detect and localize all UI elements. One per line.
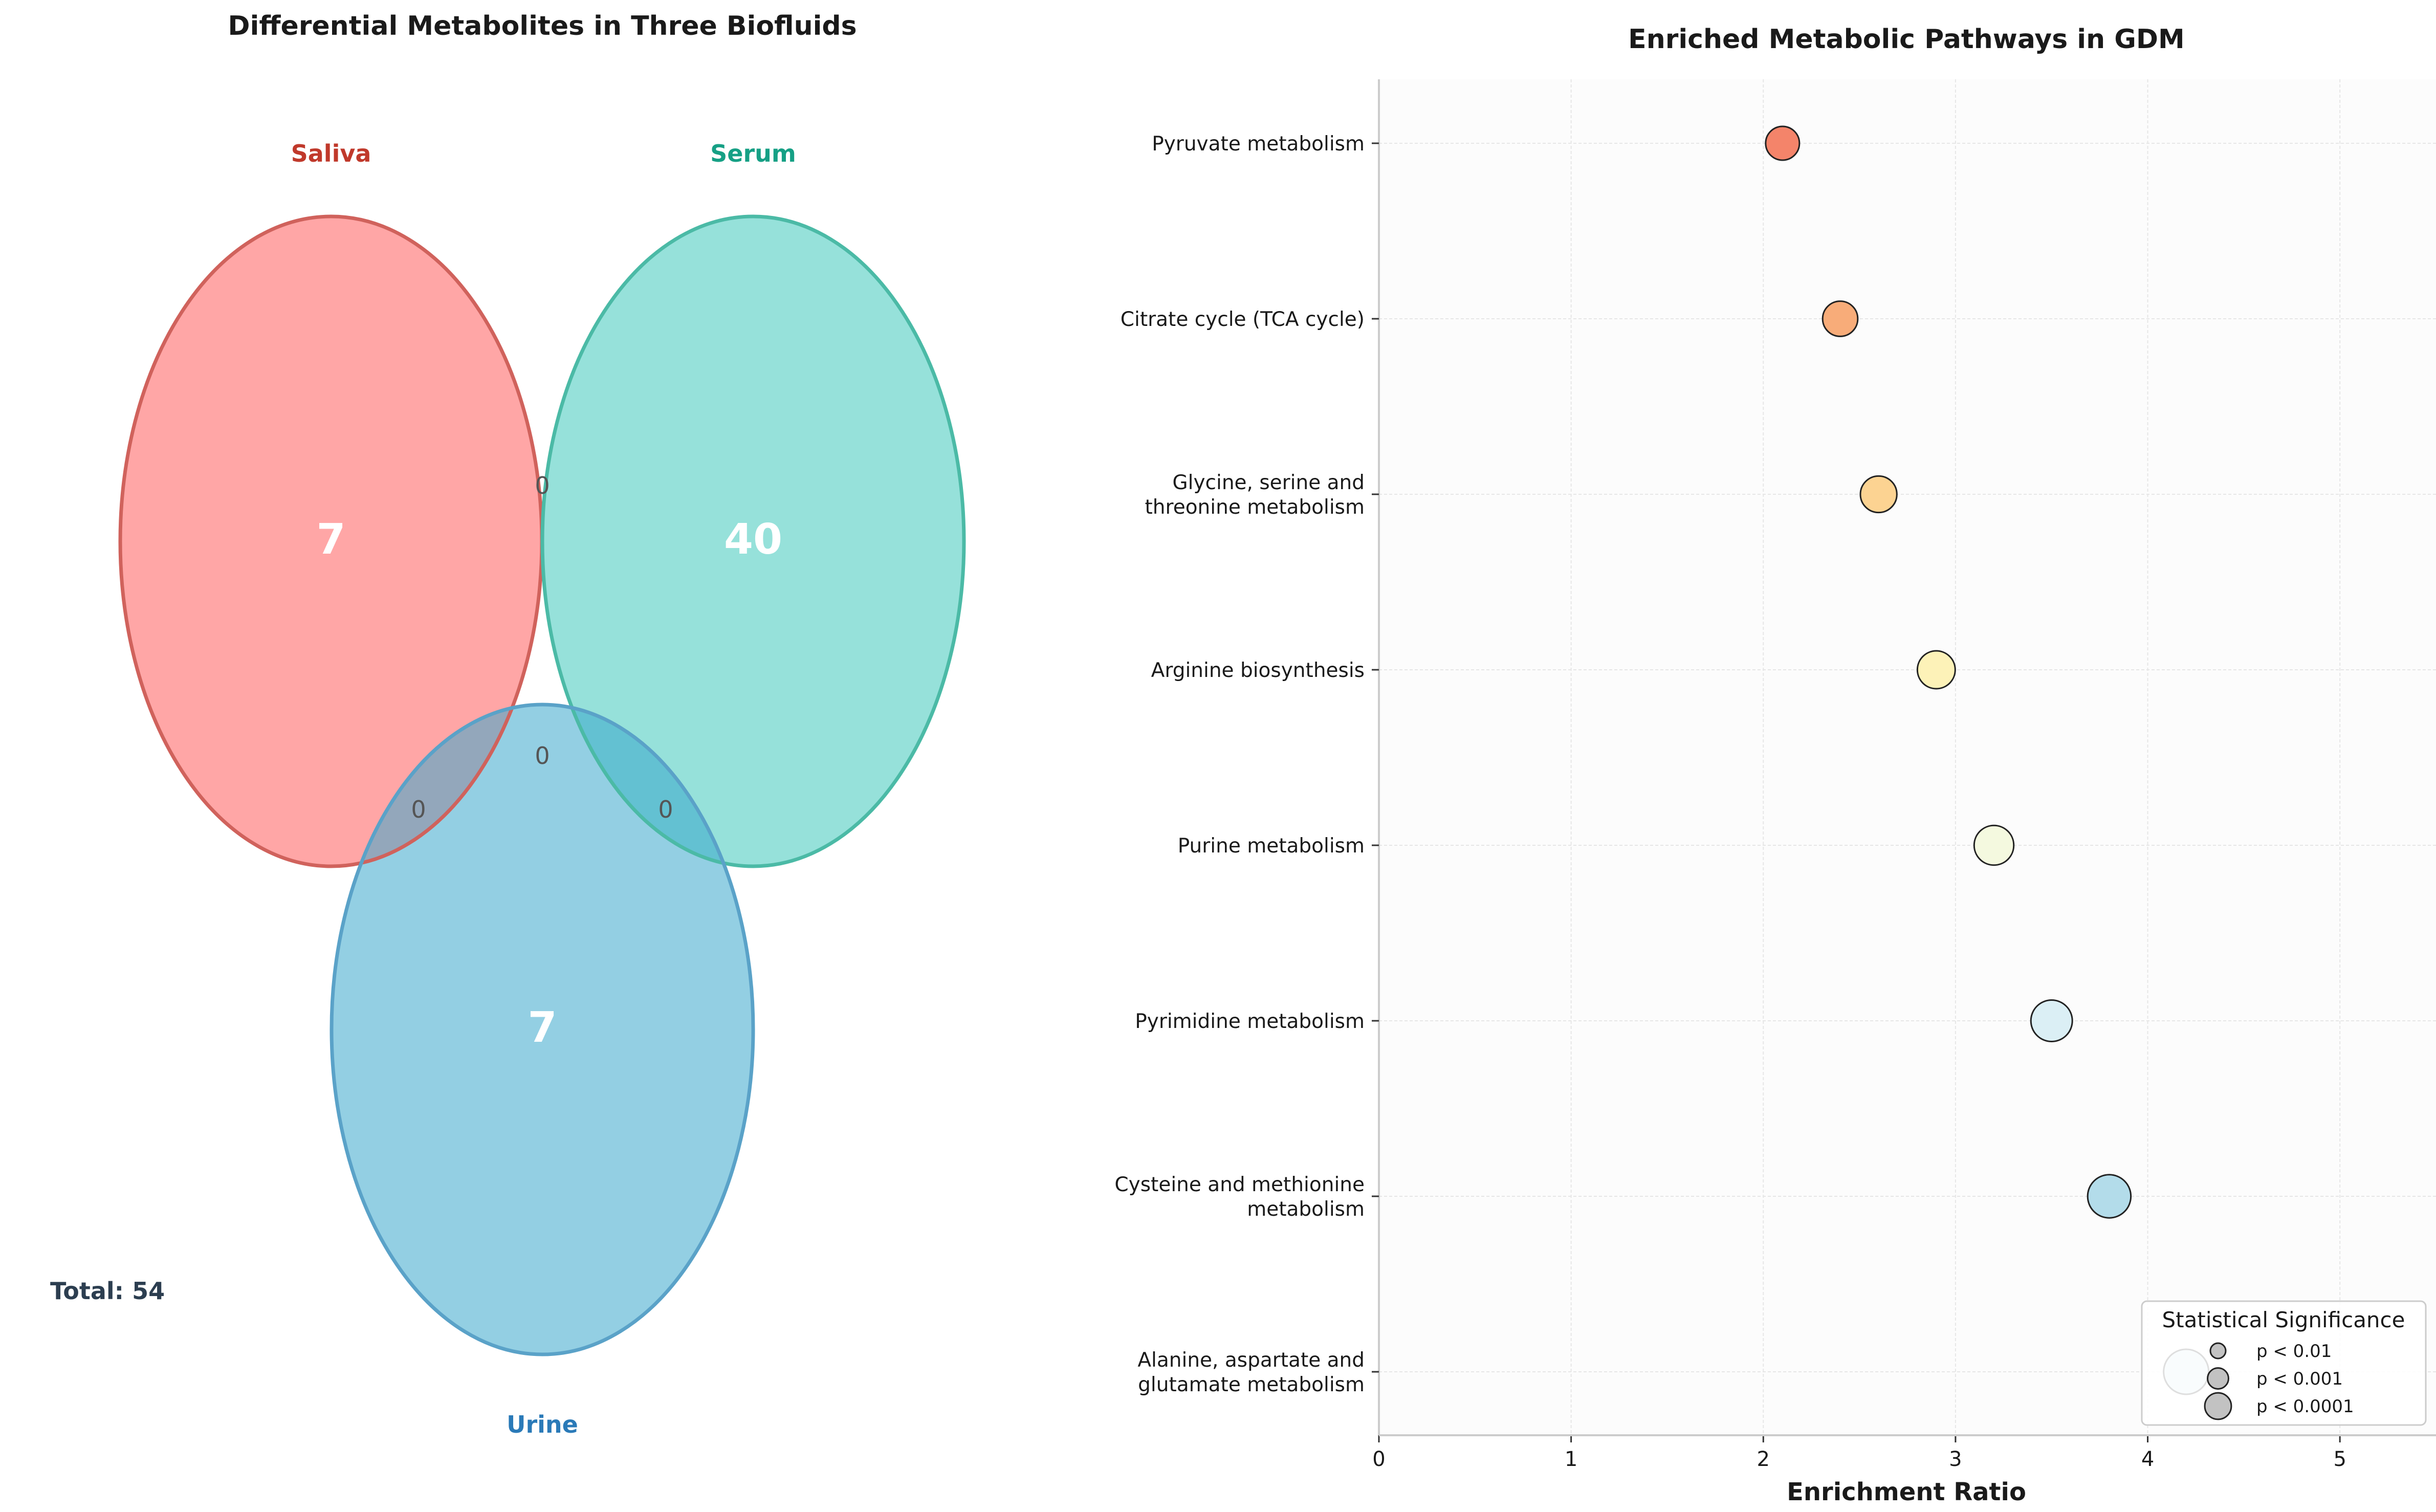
pathway-point xyxy=(1821,300,1859,337)
venn-count-all-three: 0 xyxy=(535,742,550,770)
y-tick-label: Citrate cycle (TCA cycle) xyxy=(1121,308,1365,331)
venn-diagram: Differential Metabolites in Three Bioflu… xyxy=(50,11,966,1438)
y-tick-label: Purine metabolism xyxy=(1178,835,1365,858)
venn-label-saliva: Saliva xyxy=(291,140,371,167)
y-tick-label: Pyrimidine metabolism xyxy=(1135,1010,1365,1033)
legend-marker xyxy=(2207,1367,2229,1390)
venn-circle-serum xyxy=(542,216,964,866)
venn-circle-saliva xyxy=(120,216,542,866)
venn-total: Total: 54 xyxy=(50,1277,165,1305)
legend-label: p < 0.001 xyxy=(2256,1369,2343,1389)
venn-outline-urine xyxy=(330,703,755,1356)
grid xyxy=(1378,79,2436,1435)
y-tick-label: Alanine, aspartate and glutamate metaboli… xyxy=(1137,1349,1365,1396)
y-tick-label: Arginine biosynthesis xyxy=(1151,659,1365,682)
legend-label: p < 0.0001 xyxy=(2256,1396,2354,1417)
venn-count-saliva-urine: 0 xyxy=(411,796,426,823)
y-tick-label: Glycine, serine and threonine metabolism xyxy=(1145,471,1365,519)
x-axis-label: Enrichment Ratio xyxy=(1787,1478,2026,1506)
x-tick-label: 0 xyxy=(1372,1448,1385,1471)
legend-title: Statistical Significance xyxy=(2162,1307,2405,1332)
y-tick-label: Pyruvate metabolism xyxy=(1152,133,1365,156)
venn-count-saliva-only: 7 xyxy=(316,515,345,564)
x-tick-label: 2 xyxy=(1757,1448,1770,1471)
legend-label: p < 0.01 xyxy=(2256,1341,2332,1362)
legend: Statistical Significance p < 0.01p < 0.0… xyxy=(2141,1300,2427,1426)
legend-entries: p < 0.01 p < 0.001 p < 0.0001 xyxy=(2204,1341,2354,1420)
pathway-point xyxy=(1859,475,1898,514)
pathway-point xyxy=(2030,999,2073,1042)
y-tick-label: Cysteine and methionine metabolism xyxy=(1114,1173,1365,1221)
pathway-point xyxy=(1916,650,1956,690)
y-tick-labels: Pyruvate metabolism Citrate cycle (TCA cy… xyxy=(1114,133,1365,1396)
x-tick-label: 3 xyxy=(1949,1448,1962,1471)
x-tick-label: 4 xyxy=(2141,1448,2154,1471)
venn-outline-serum xyxy=(540,214,966,868)
venn-label-urine: Urine xyxy=(507,1411,578,1438)
pathway-point xyxy=(1765,125,1801,161)
pathway-point xyxy=(1973,824,2015,866)
axes: 0 1 2 3 4 5 xyxy=(1372,79,2436,1471)
legend-marker xyxy=(2204,1392,2232,1420)
legend-marker xyxy=(2209,1342,2227,1360)
venn-count-saliva-serum: 0 xyxy=(535,472,550,499)
pathway-dot-plot: Enriched Metabolic Pathways in GDM 0 1 2 3 4… xyxy=(1114,24,2436,1506)
venn-label-serum: Serum xyxy=(710,140,796,167)
x-tick-label: 5 xyxy=(2333,1448,2346,1471)
venn-title: Differential Metabolites in Three Bioflu… xyxy=(228,11,857,41)
venn-count-serum-only: 40 xyxy=(724,515,782,564)
dotplot-title: Enriched Metabolic Pathways in GDM xyxy=(1628,24,2185,55)
x-tick-label: 1 xyxy=(1565,1448,1577,1471)
venn-count-urine-only: 7 xyxy=(528,1003,557,1052)
venn-circle-urine xyxy=(332,705,753,1354)
venn-count-serum-urine: 0 xyxy=(658,796,673,823)
pathway-point xyxy=(2087,1174,2132,1219)
plot-area xyxy=(1379,79,2436,1435)
